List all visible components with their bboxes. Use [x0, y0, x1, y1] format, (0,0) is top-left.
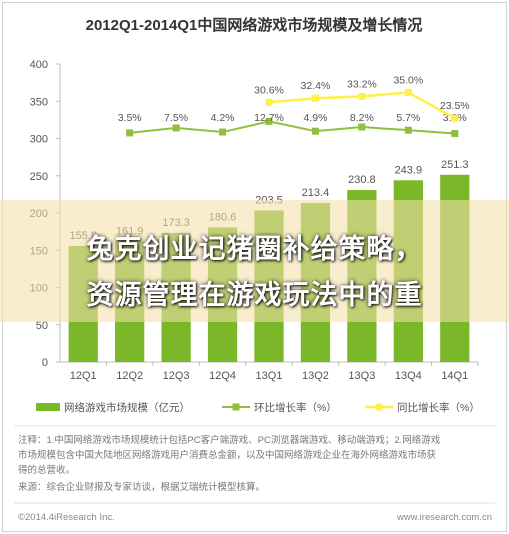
mom-value-label: 12.7% — [254, 112, 284, 124]
mom-marker — [265, 117, 273, 125]
x-tick-label: 14Q1 — [441, 370, 468, 382]
legend-bar-swatch — [36, 403, 60, 411]
y-tick-label: 350 — [30, 96, 48, 108]
x-tick-label: 13Q4 — [395, 370, 422, 382]
chart-title: 2012Q1-2014Q1中国网络游戏市场规模及增长情况 — [86, 16, 423, 34]
yoy-marker — [358, 92, 366, 100]
note-line: 注释：1.中国网络游戏市场规模统计包括PC客户端游戏、PC浏览器端游戏、移动端游… — [18, 434, 441, 446]
bar-value-label: 243.9 — [395, 164, 423, 176]
footer-website: www.iresearch.com.cn — [396, 512, 492, 523]
note-line: 市场规模包含中国大陆地区网络游戏用户消费总金额，以及中国网络游戏企业在海外网络游… — [18, 449, 437, 461]
mom-value-label: 5.7% — [396, 112, 420, 124]
mom-value-label: 4.9% — [303, 112, 327, 124]
mom-marker — [311, 127, 319, 135]
x-tick-label: 12Q4 — [209, 370, 236, 382]
yoy-value-label: 32.4% — [301, 80, 331, 92]
x-tick-label: 12Q1 — [70, 370, 97, 382]
mom-value-label: 8.2% — [350, 112, 374, 124]
legend-mom-label: 环比增长率（%） — [254, 401, 337, 414]
yoy-value-label: 23.5% — [440, 100, 470, 112]
legend-mom-marker — [232, 403, 240, 411]
x-tick-label: 13Q3 — [348, 370, 375, 382]
legend-bar-label: 网络游戏市场规模（亿元） — [64, 401, 190, 414]
yoy-value-label: 35.0% — [393, 74, 423, 86]
y-tick-label: 0 — [42, 357, 48, 369]
bar-value-label: 230.8 — [348, 174, 376, 186]
x-tick-label: 13Q1 — [256, 370, 283, 382]
mom-value-label: 7.5% — [164, 112, 188, 124]
mom-value-label: 3.5% — [118, 112, 142, 124]
bar-value-label: 251.3 — [441, 159, 469, 171]
yoy-value-label: 30.6% — [254, 84, 284, 96]
mom-marker — [451, 130, 459, 138]
legend-yoy-label: 同比增长率（%） — [397, 401, 480, 414]
y-tick-label: 50 — [36, 320, 48, 332]
overlay-banner — [0, 200, 509, 322]
note-line: 来源：综合企业财报及专家访谈，根据艾瑞统计模型核算。 — [18, 481, 265, 493]
mom-marker — [404, 126, 412, 134]
overlay-line-2: 资源管理在游戏玩法中的重 — [86, 280, 423, 310]
yoy-marker — [404, 88, 412, 96]
legend-yoy-marker — [375, 403, 383, 411]
mom-marker — [358, 123, 366, 131]
mom-marker — [219, 128, 227, 136]
x-tick-label: 12Q2 — [116, 370, 143, 382]
mom-marker — [126, 129, 134, 137]
yoy-value-label: 33.2% — [347, 78, 377, 90]
footer-copyright: ©2014.4iResearch Inc. — [18, 512, 115, 523]
mom-marker — [172, 124, 180, 132]
x-tick-label: 13Q2 — [302, 370, 329, 382]
yoy-marker — [311, 94, 319, 102]
bar-value-label: 213.4 — [302, 187, 330, 199]
mom-line — [129, 120, 455, 135]
y-tick-label: 250 — [30, 171, 48, 183]
note-line: 得的总营收。 — [18, 464, 75, 476]
mom-value-label: 4.2% — [211, 112, 235, 124]
overlay-line-1: 兔克创业记猪圈补给策略， — [86, 234, 423, 264]
x-tick-label: 12Q3 — [163, 370, 190, 382]
y-tick-label: 300 — [30, 134, 48, 146]
yoy-marker — [451, 114, 459, 122]
yoy-marker — [265, 98, 273, 106]
y-tick-label: 400 — [30, 59, 48, 71]
